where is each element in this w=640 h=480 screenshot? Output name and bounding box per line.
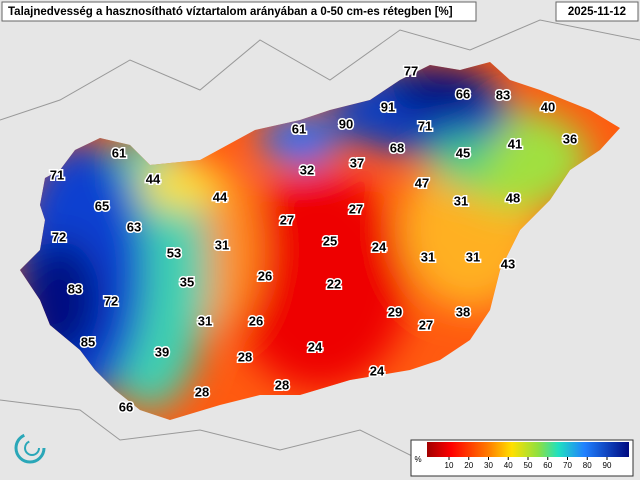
station-value: 90 <box>339 116 353 131</box>
station-value: 68 <box>390 140 404 155</box>
station-value: 31 <box>215 237 229 252</box>
station-value: 28 <box>195 384 209 399</box>
station-value: 31 <box>454 193 468 208</box>
colorbar-tick-label: 10 <box>445 461 454 470</box>
station-value: 25 <box>323 233 337 248</box>
colorbar-tick-label: 50 <box>524 461 533 470</box>
station-value: 28 <box>238 349 252 364</box>
colorbar-tick-label: 60 <box>543 461 552 470</box>
colorbar-tick-label: 80 <box>583 461 592 470</box>
station-value: 85 <box>81 334 95 349</box>
title-box <box>1 1 477 22</box>
station-value: 27 <box>280 212 294 227</box>
colorbar-tick-label: 20 <box>464 461 473 470</box>
station-value: 83 <box>496 87 510 102</box>
station-value: 31 <box>466 249 480 264</box>
borders <box>0 19 640 461</box>
station-value: 41 <box>508 136 522 151</box>
station-value: 24 <box>370 363 385 378</box>
station-value: 63 <box>127 219 141 234</box>
colorbar-tick-label: 30 <box>484 461 493 470</box>
station-value: 40 <box>541 99 555 114</box>
station-value: 53 <box>167 245 181 260</box>
colorbar-tick-label: 70 <box>563 461 572 470</box>
station-value: 71 <box>50 167 64 182</box>
logo <box>14 432 46 464</box>
colorbar <box>427 442 629 457</box>
station-value: 48 <box>506 190 520 205</box>
station-value: 27 <box>349 201 363 216</box>
station-value: 66 <box>456 86 470 101</box>
station-value: 83 <box>68 281 82 296</box>
station-value: 35 <box>180 274 194 289</box>
station-value: 71 <box>418 118 432 133</box>
station-value: 43 <box>501 256 515 271</box>
station-value: 26 <box>258 268 272 283</box>
station-value: 36 <box>563 131 577 146</box>
station-value: 72 <box>104 293 118 308</box>
station-value: 72 <box>52 229 66 244</box>
station-value: 32 <box>300 162 314 177</box>
station-value: 61 <box>292 121 306 136</box>
station-value: 61 <box>112 145 126 160</box>
station-value: 44 <box>213 189 228 204</box>
station-value: 37 <box>350 155 364 170</box>
station-value: 26 <box>249 313 263 328</box>
station-value: 91 <box>381 99 395 114</box>
station-value: 39 <box>155 344 169 359</box>
colorbar-tick-label: 90 <box>603 461 612 470</box>
station-value: 66 <box>119 399 133 414</box>
station-value: 29 <box>388 304 402 319</box>
station-value: 24 <box>308 339 323 354</box>
station-value: 65 <box>95 198 109 213</box>
station-value: 22 <box>327 276 341 291</box>
station-value: 28 <box>275 377 289 392</box>
station-value: 38 <box>456 304 470 319</box>
date-box <box>555 1 639 22</box>
station-value: 24 <box>372 239 387 254</box>
station-value: 44 <box>146 171 161 186</box>
station-value: 31 <box>198 313 212 328</box>
colorbar-tick-label: 40 <box>504 461 513 470</box>
station-value: 47 <box>415 175 429 190</box>
station-value: 45 <box>456 145 470 160</box>
station-value: 27 <box>419 317 433 332</box>
colorbar-unit: % <box>414 455 421 464</box>
station-value: 77 <box>404 63 418 78</box>
title: Talajnedvesség a hasznosítható víztartal… <box>8 6 453 18</box>
date: 2025-11-12 <box>568 6 626 18</box>
station-value: 31 <box>421 249 435 264</box>
